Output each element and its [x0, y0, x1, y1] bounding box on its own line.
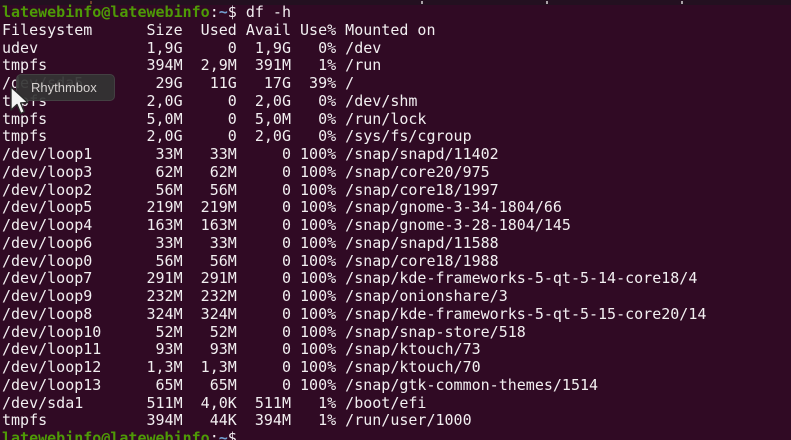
df-row: /dev/loop9 232M 232M 0 100% /snap/onions… [2, 287, 508, 305]
df-row: /dev/loop1 33M 33M 0 100% /snap/snapd/11… [2, 145, 499, 163]
df-row: tmpfs 394M 2,9M 391M 1% /run [2, 56, 382, 75]
df-row: /dev/loop6 33M 33M 0 100% /snap/snapd/11… [2, 233, 499, 252]
df-row: /dev/loop12 1,3M 1,3M 0 100% /snap/ktouc… [2, 358, 481, 376]
df-row: /dev/loop2 56M 56M 0 100% /snap/core18/1… [2, 180, 499, 199]
df-row: /dev/loop11 93M 93M 0 100% /snap/ktouch/… [2, 340, 481, 359]
remnant-glyph-fragment [421, 1, 423, 4]
df-row: /dev/sda1 511M 4,0K 511M 1% /boot/efi [2, 393, 427, 412]
mouse-pointer-icon [10, 86, 29, 115]
remnant-glyph-fragment [681, 1, 683, 4]
df-row: /dev/loop5 219M 219M 0 100% /snap/gnome-… [2, 198, 562, 217]
df-row: /dev/loop3 62M 62M 0 100% /snap/core20/9… [2, 162, 490, 181]
df-row: /dev/loop13 65M 65M 0 100% /snap/gtk-com… [2, 375, 599, 394]
prompt-line: latewebinfo@latewebinfo:~$ df -h [2, 3, 291, 21]
df-row: /dev/loop7 291M 291M 0 100% /snap/kde-fr… [2, 269, 698, 288]
df-row: udev 1,9G 0 1,9G 0% /dev [2, 38, 382, 57]
df-row: tmpfs 2,0G 0 2,0G 0% /sys/fs/cgroup [2, 127, 472, 146]
remnant-glyph-fragment [90, 1, 92, 4]
df-row: /dev/loop8 324M 324M 0 100% /snap/kde-fr… [2, 304, 707, 323]
df-row: tmpfs 5,0M 0 5,0M 0% /run/lock [2, 109, 427, 128]
df-row: tmpfs 394M 44K 394M 1% /run/user/1000 [2, 411, 472, 430]
df-row: /dev/loop4 163M 163M 0 100% /snap/gnome-… [2, 216, 571, 234]
df-header-row: Filesystem Size Used Avail Use% Mounted … [2, 20, 436, 39]
tooltip-label: Rhythmbox [31, 80, 97, 95]
partial-prompt-line: latewebinfo@latewebinfo:~$ [2, 429, 237, 440]
df-row: /dev/loop0 56M 56M 0 100% /snap/core18/1… [2, 251, 499, 270]
tooltip: Rhythmbox [16, 74, 115, 101]
previous-line-remnant [0, 0, 791, 5]
remnant-glyph-fragment [546, 1, 548, 4]
terminal-output: latewebinfo@latewebinfo:~$ df -h Filesyst… [2, 3, 707, 440]
df-row: /dev/loop10 52M 52M 0 100% /snap/snap-st… [2, 322, 526, 341]
